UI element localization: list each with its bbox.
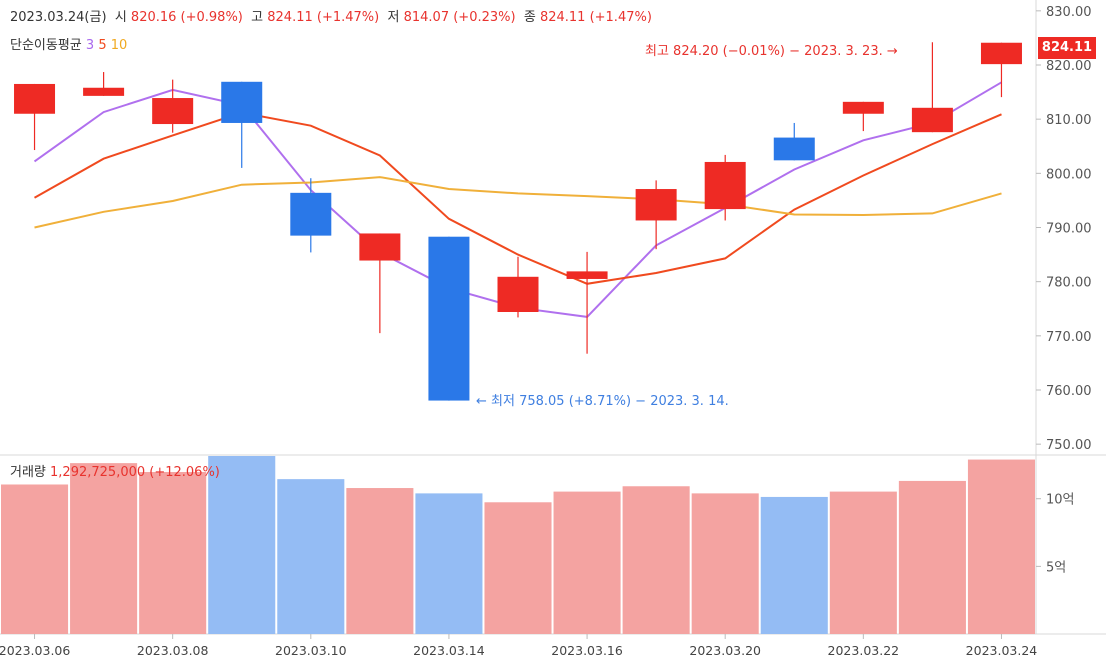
last-price-value: 824.11	[1041, 40, 1093, 55]
candle	[83, 72, 125, 96]
price-tick-label: 820.00	[1046, 59, 1092, 74]
volume-label: 거래량	[10, 465, 46, 480]
x-tick-label: 2023.03.20	[689, 643, 761, 658]
ma-legend-label: 단순이동평균	[10, 38, 82, 53]
candle-body	[428, 236, 470, 401]
candle-body	[83, 87, 125, 96]
ma10-legend[interactable]: 10	[110, 38, 128, 53]
candle-body	[635, 189, 677, 221]
ma3-legend[interactable]: 3	[85, 38, 95, 53]
candle-body	[704, 161, 746, 210]
candle-body	[842, 101, 884, 114]
candle	[566, 251, 608, 354]
low-annotation: ← 최저 758.05 (+8.71%) − 2023. 3. 14.	[476, 394, 729, 409]
last-price-tag: 824.11	[1038, 37, 1096, 59]
candle-body	[773, 137, 815, 161]
ma10-line	[34, 176, 1002, 229]
high-label: 고	[251, 10, 264, 25]
volume-bar	[346, 488, 414, 634]
x-tick-label: 2023.03.24	[966, 643, 1038, 658]
candle-body	[497, 276, 539, 312]
candle	[428, 236, 470, 401]
x-tick-label: 2023.03.22	[828, 643, 900, 658]
volume-bar	[277, 479, 345, 634]
volume-bar	[622, 486, 690, 634]
close-value: 824.11 (+1.47%)	[539, 10, 652, 25]
candle	[152, 79, 194, 133]
candle-body	[290, 192, 332, 236]
volume-bar	[760, 496, 828, 634]
price-tick-label: 810.00	[1046, 113, 1092, 128]
x-tick-label: 2023.03.06	[0, 643, 70, 658]
candle	[14, 83, 56, 151]
close-label: 종	[523, 10, 536, 25]
volume-bar	[70, 463, 138, 634]
volume-bar	[415, 493, 483, 634]
header-date: 2023.03.24(금)	[10, 10, 107, 25]
candle-body	[980, 42, 1022, 65]
low-label: 저	[387, 10, 400, 25]
price-tick-label: 780.00	[1046, 276, 1092, 291]
candle-body	[14, 83, 56, 114]
ohlc-header: 2023.03.24(금) 시 820.16 (+0.98%) 고 824.11…	[10, 6, 652, 25]
volume-bar	[967, 459, 1035, 634]
volume-bar	[898, 480, 966, 634]
price-tick-label: 770.00	[1046, 330, 1092, 345]
price-tick-label: 750.00	[1046, 438, 1092, 453]
volume-bar	[691, 493, 759, 634]
candle	[704, 154, 746, 221]
volume-bar	[829, 491, 897, 634]
candle	[773, 122, 815, 161]
ma5-line	[34, 111, 1002, 285]
x-tick-label: 2023.03.16	[551, 643, 623, 658]
candle	[980, 42, 1022, 98]
volume-bar	[1, 484, 69, 634]
price-tick-label: 830.00	[1046, 5, 1092, 20]
ma-legend[interactable]: 단순이동평균 3 5 10	[10, 34, 127, 53]
volume-tick-label: 5억	[1046, 560, 1066, 575]
open-value: 820.16 (+0.98%)	[130, 10, 243, 25]
candle-body	[566, 271, 608, 279]
candle	[221, 81, 263, 168]
candle-body	[152, 98, 194, 125]
open-label: 시	[114, 10, 127, 25]
volume-bar	[208, 456, 276, 634]
candle-body	[911, 107, 953, 133]
x-tick-label: 2023.03.10	[275, 643, 347, 658]
volume-tick-label: 10억	[1046, 493, 1075, 508]
volume-bar	[484, 502, 552, 634]
candle	[911, 42, 953, 133]
price-tick-label: 800.00	[1046, 167, 1092, 182]
volume-header: 거래량 1,292,725,000 (+12.06%)	[10, 461, 220, 480]
volume-bar	[139, 472, 207, 634]
high-annotation: 최고 824.20 (−0.01%) − 2023. 3. 23. →	[645, 44, 898, 59]
x-tick-label: 2023.03.08	[137, 643, 209, 658]
volume-bar	[553, 491, 621, 634]
low-value: 814.07 (+0.23%)	[403, 10, 516, 25]
candle	[635, 180, 677, 250]
candle-body	[221, 81, 263, 123]
price-tick-label: 760.00	[1046, 384, 1092, 399]
x-tick-label: 2023.03.14	[413, 643, 485, 658]
volume-value: 1,292,725,000 (+12.06%)	[50, 465, 220, 480]
high-value: 824.11 (+1.47%)	[267, 10, 380, 25]
candle-body	[359, 233, 401, 261]
candle	[497, 256, 539, 318]
candle	[842, 101, 884, 132]
candle	[359, 233, 401, 334]
price-tick-label: 790.00	[1046, 222, 1092, 237]
candle	[290, 178, 332, 253]
ma5-legend[interactable]: 5	[98, 38, 107, 53]
